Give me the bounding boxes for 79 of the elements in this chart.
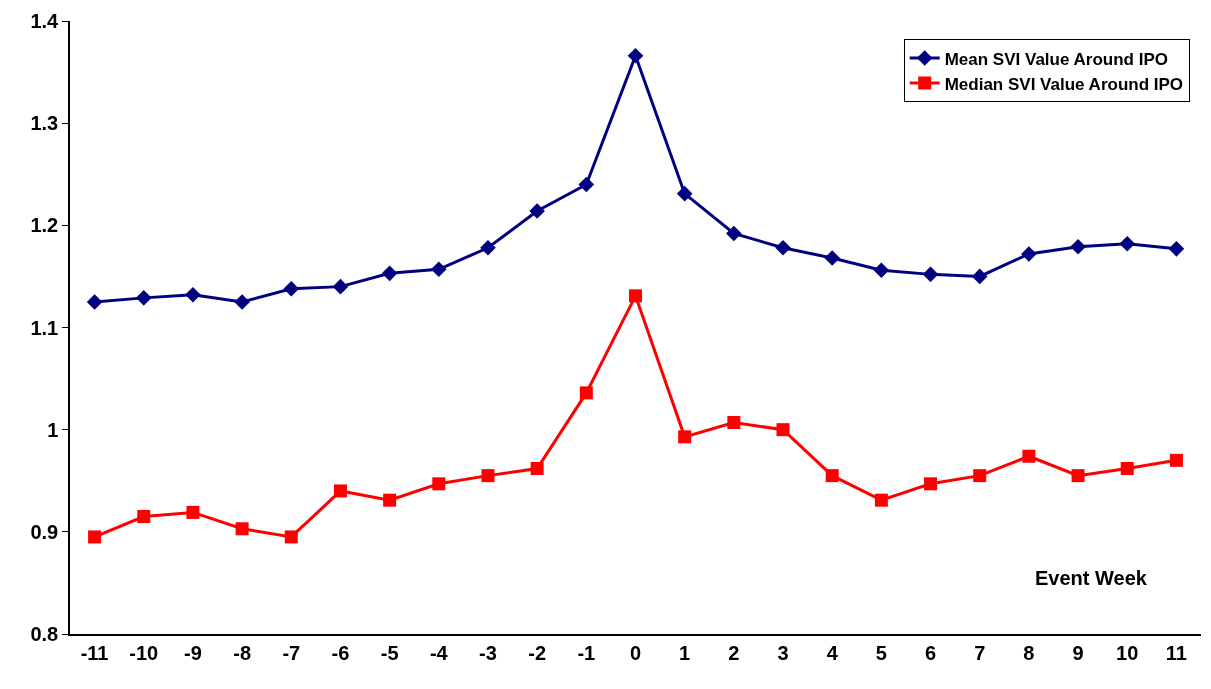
point: [924, 477, 938, 491]
point: [579, 386, 593, 400]
point: [432, 477, 446, 491]
point: [235, 522, 249, 536]
y-tick-label: 0.9: [30, 520, 59, 543]
point: [1120, 461, 1134, 475]
x-tick-label: -3: [479, 641, 497, 664]
point: [234, 294, 250, 310]
legend-label: Mean SVI Value Around IPO: [944, 49, 1168, 69]
x-tick-label: 0: [629, 641, 642, 664]
point: [383, 493, 397, 507]
point: [481, 469, 495, 483]
point: [1119, 235, 1136, 252]
point: [332, 278, 349, 295]
x-tick-label: 3: [777, 641, 789, 664]
point: [1071, 469, 1085, 483]
point: [629, 289, 642, 303]
point: [137, 510, 151, 524]
x-tick-label: -6: [331, 641, 350, 664]
point: [678, 430, 692, 444]
point: [1168, 241, 1185, 257]
point: [726, 225, 742, 242]
x-tick-label: -8: [233, 641, 252, 664]
x-tick-label: -5: [380, 641, 399, 664]
point: [431, 261, 447, 278]
point: [480, 240, 496, 256]
point: [825, 469, 839, 483]
x-tick-label: 2: [728, 641, 740, 664]
x-tick-label: 10: [1116, 641, 1139, 664]
point: [873, 262, 890, 279]
point: [135, 290, 152, 306]
point: [727, 416, 741, 430]
point: [530, 461, 544, 475]
x-tick-label: -2: [528, 641, 547, 664]
x-tick-label: 1: [679, 641, 691, 664]
y-tick-label: 1.1: [30, 316, 59, 339]
x-tick-label: -1: [577, 641, 596, 664]
x-tick-label: 5: [875, 641, 887, 664]
x-tick-label: -4: [429, 641, 449, 664]
point: [578, 176, 595, 193]
point: [333, 484, 347, 498]
point: [874, 493, 888, 507]
y-tick-label: 1.3: [30, 112, 59, 135]
point: [1070, 238, 1086, 255]
point: [973, 469, 987, 483]
x-tick-label: 8: [1023, 641, 1035, 664]
point: [627, 47, 644, 64]
x-tick-label: 9: [1072, 641, 1084, 664]
y-tick-label: 1: [47, 418, 59, 441]
point: [1022, 449, 1036, 463]
x-tick-label: 11: [1165, 641, 1187, 664]
point: [775, 240, 791, 256]
point: [381, 265, 398, 282]
x-tick-label: -7: [282, 641, 301, 664]
point: [186, 505, 200, 519]
point: [922, 266, 939, 283]
y-tick-label: 1.4: [30, 10, 60, 32]
point: [88, 530, 102, 544]
point: [86, 294, 103, 310]
point: [676, 185, 693, 202]
point: [824, 250, 840, 266]
point: [1021, 246, 1037, 262]
point: [185, 287, 201, 303]
x-tick-label: 7: [974, 641, 986, 664]
point: [529, 203, 545, 219]
point: [283, 280, 300, 297]
y-tick-label: 0.8: [30, 623, 59, 645]
point: [284, 530, 298, 544]
x-tick-label: -10: [129, 641, 159, 664]
x-axis-title: Event Week: [1035, 567, 1148, 589]
y-tick-label: 1.2: [30, 214, 59, 237]
x-tick-label: -9: [184, 641, 202, 664]
x-tick-label: 6: [924, 641, 937, 664]
x-tick-label: -11: [80, 641, 109, 664]
point: [776, 423, 790, 437]
x-tick-label: 4: [826, 641, 839, 664]
point: [1169, 453, 1183, 467]
point: [971, 268, 988, 285]
legend-label: Median SVI Value Around IPO: [944, 74, 1184, 94]
